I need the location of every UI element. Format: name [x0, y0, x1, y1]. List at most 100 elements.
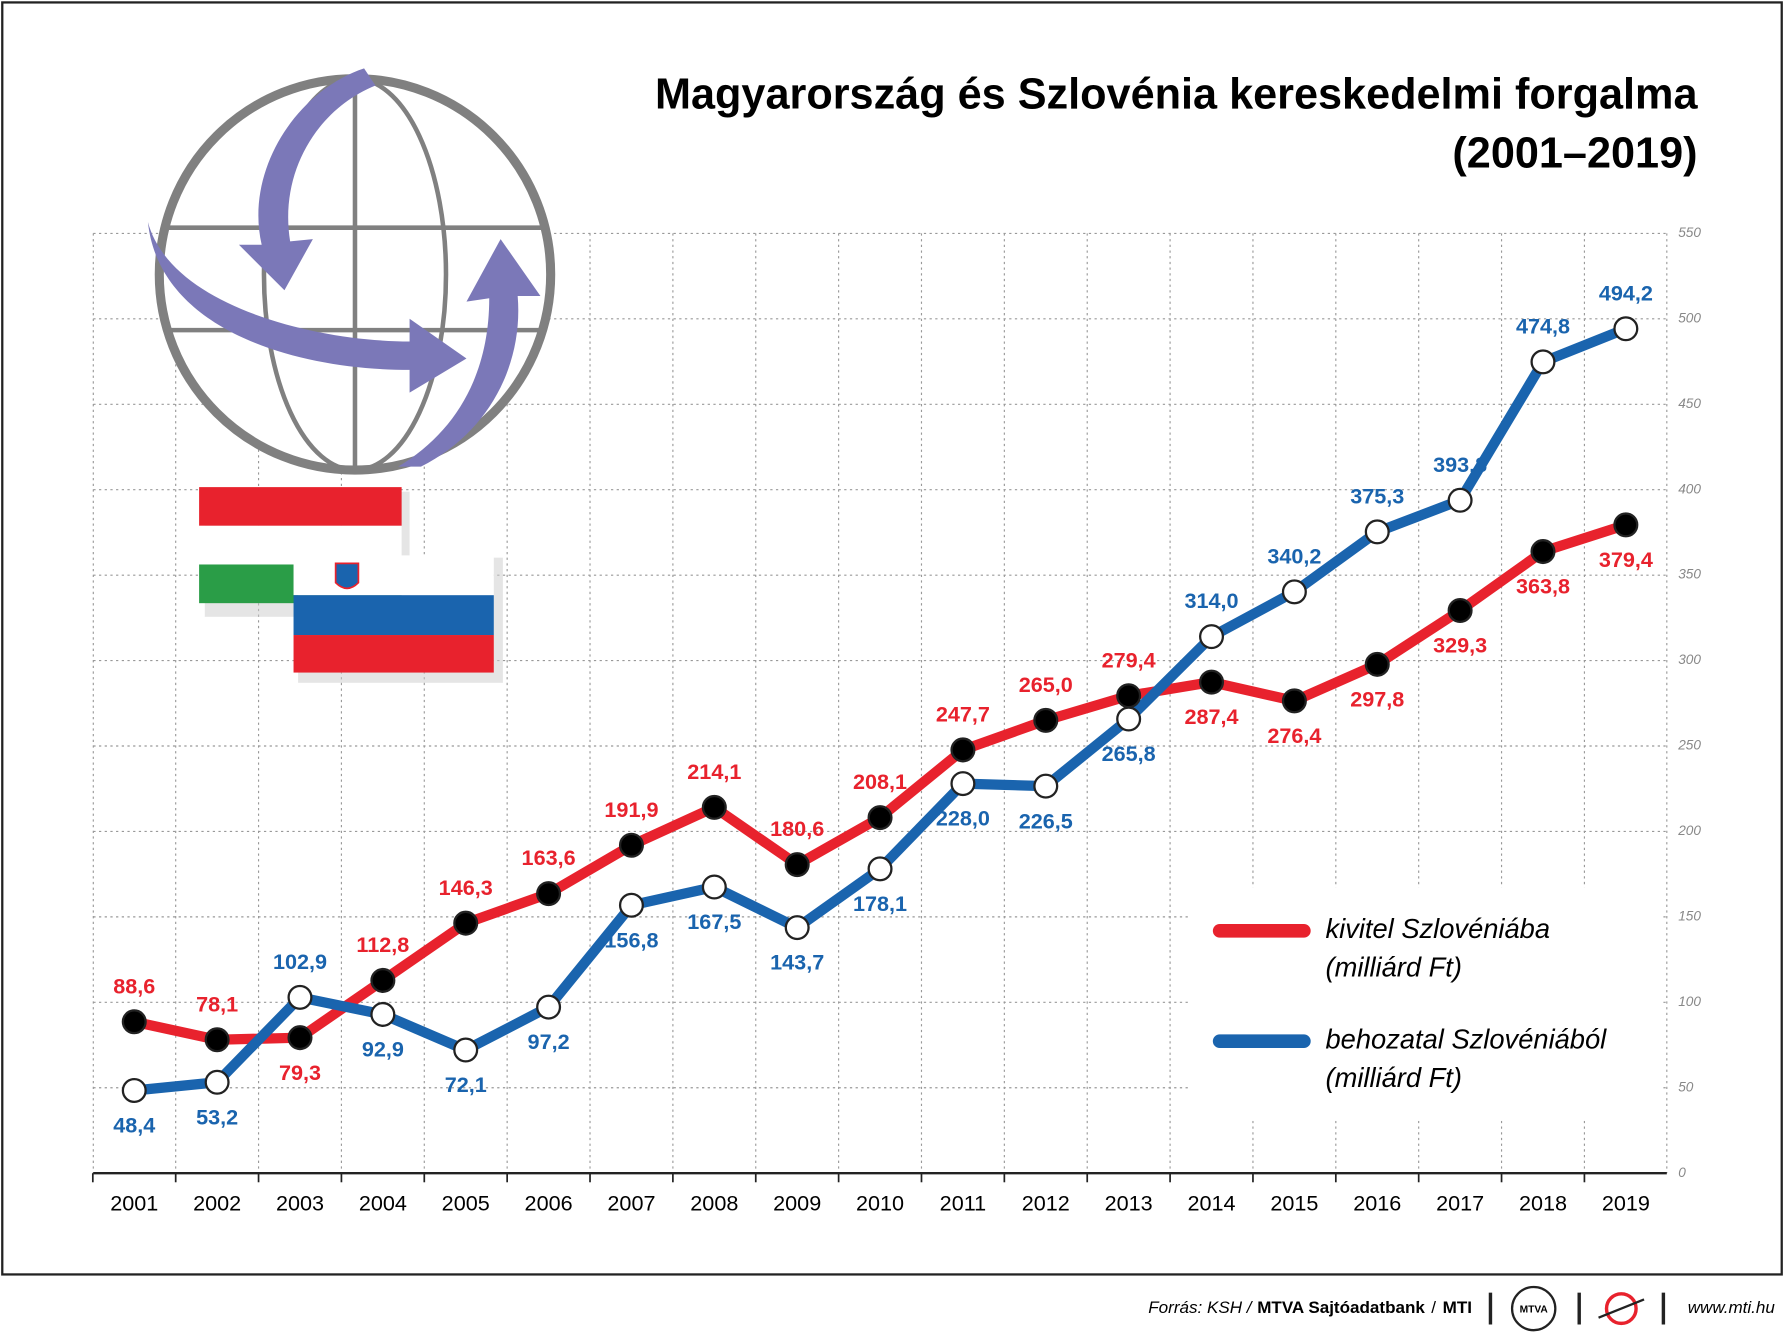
mti-logo [1604, 1292, 1638, 1326]
point [950, 771, 976, 797]
x-tick-label: 2015 [1270, 1191, 1318, 1216]
y-tick-label: 450 [1678, 396, 1701, 411]
point [1199, 624, 1225, 650]
data-label: 72,1 [445, 1072, 487, 1097]
legend-unit: (milliárd Ft) [1325, 952, 1461, 983]
x-tick-label: 2016 [1353, 1191, 1401, 1216]
source: / [1431, 1298, 1436, 1317]
x-tick-label: 2014 [1187, 1191, 1235, 1216]
data-label: 97,2 [528, 1029, 570, 1054]
data-label: 265,8 [1102, 741, 1156, 766]
point [1530, 349, 1556, 375]
point [701, 794, 727, 820]
data-label: 208,1 [853, 769, 907, 794]
point [536, 881, 562, 907]
point [1530, 539, 1556, 565]
point [618, 832, 644, 858]
x-tick-label: 2012 [1022, 1191, 1070, 1216]
legend: kivitel Szlovéniába (milliárd Ft) behozata… [1212, 913, 1607, 1093]
globe-icon [147, 68, 556, 475]
data-label: 276,4 [1267, 723, 1321, 748]
x-tick-label: 2017 [1436, 1191, 1484, 1216]
point [1033, 773, 1059, 799]
y-tick-label: 150 [1678, 908, 1701, 923]
data-label: 329,3 [1433, 633, 1487, 658]
legend-unit: (milliárd Ft) [1325, 1062, 1461, 1093]
chart-title: Magyarország és Szlovénia kereskedelmi f… [655, 70, 1698, 118]
logo-text: MTVA [1520, 1304, 1549, 1315]
point [1364, 651, 1390, 677]
x-tick-label: 2011 [940, 1191, 986, 1216]
data-label: 375,3 [1350, 483, 1404, 508]
data-label: 279,4 [1102, 647, 1156, 672]
source: Forrás: KSH / [1148, 1298, 1254, 1317]
data-label: 494,2 [1599, 280, 1653, 305]
point [121, 1077, 147, 1103]
point [1281, 688, 1307, 714]
point [370, 1001, 396, 1027]
url: www.mti.hu [1688, 1298, 1776, 1317]
y-tick-label: 400 [1678, 481, 1701, 496]
point [867, 856, 893, 882]
data-label: 48,4 [113, 1113, 155, 1138]
x-tick-label: 2002 [193, 1191, 241, 1216]
data-label: 143,7 [770, 950, 824, 975]
data-label: 474,8 [1516, 313, 1570, 338]
x-tick-label: 2010 [856, 1191, 904, 1216]
point [453, 1037, 479, 1063]
x-tick-label: 2008 [690, 1191, 738, 1216]
y-tick-label: 200 [1677, 823, 1701, 838]
point [536, 994, 562, 1020]
source: MTI [1443, 1298, 1472, 1317]
data-label: 297,8 [1350, 686, 1404, 711]
data-label: 146,3 [439, 875, 493, 900]
footer: Forrás: KSH / MTVA Sajtóadatbank / MTI M… [1148, 1285, 1776, 1332]
x-tick-label: 2001 [110, 1191, 158, 1216]
data-label: 393,8 [1433, 452, 1487, 477]
data-label: 363,8 [1516, 574, 1570, 599]
data-label: 226,5 [1019, 808, 1073, 833]
y-tick-label: 550 [1678, 225, 1701, 240]
data-label: 78,1 [196, 991, 238, 1016]
data-label: 247,7 [936, 702, 990, 727]
data-label: 102,9 [273, 949, 327, 974]
x-tick-label: 2006 [525, 1191, 573, 1216]
point [121, 1009, 147, 1035]
point [204, 1027, 230, 1053]
point [1033, 707, 1059, 733]
x-tick-label: 2018 [1519, 1191, 1567, 1216]
x-tick-label: 2003 [276, 1191, 324, 1216]
x-tick-label: 2005 [442, 1191, 490, 1216]
point [618, 892, 644, 918]
data-label: 79,3 [279, 1060, 321, 1085]
point [1364, 519, 1390, 545]
data-label: 265,0 [1019, 672, 1073, 697]
chart-subtitle: (2001–2019) [1452, 129, 1697, 177]
y-tick-label: 500 [1678, 310, 1701, 325]
point [453, 910, 479, 936]
point [370, 967, 396, 993]
source: MTVA Sajtóadatbank [1257, 1298, 1425, 1317]
point [287, 1025, 313, 1051]
data-label: 180,6 [770, 816, 824, 841]
data-label: 287,4 [1184, 704, 1238, 729]
y-tick-label: 100 [1678, 994, 1701, 1009]
point [204, 1069, 230, 1095]
point [950, 737, 976, 763]
x-tick-label: 2004 [359, 1191, 407, 1216]
y-tick-label: 350 [1678, 567, 1701, 582]
point [784, 915, 810, 941]
data-label: 88,6 [113, 973, 155, 998]
point [1613, 512, 1639, 538]
data-label: 167,5 [687, 909, 741, 934]
point [1281, 579, 1307, 605]
point [1116, 706, 1142, 732]
point [287, 984, 313, 1010]
y-tick-label: 50 [1678, 1079, 1694, 1094]
data-label: 53,2 [196, 1104, 238, 1129]
legend-label: kivitel Szlovéniába [1325, 913, 1550, 944]
data-label: 379,4 [1599, 547, 1653, 572]
x-tick-label: 2007 [607, 1191, 655, 1216]
logo [1510, 1285, 1557, 1332]
